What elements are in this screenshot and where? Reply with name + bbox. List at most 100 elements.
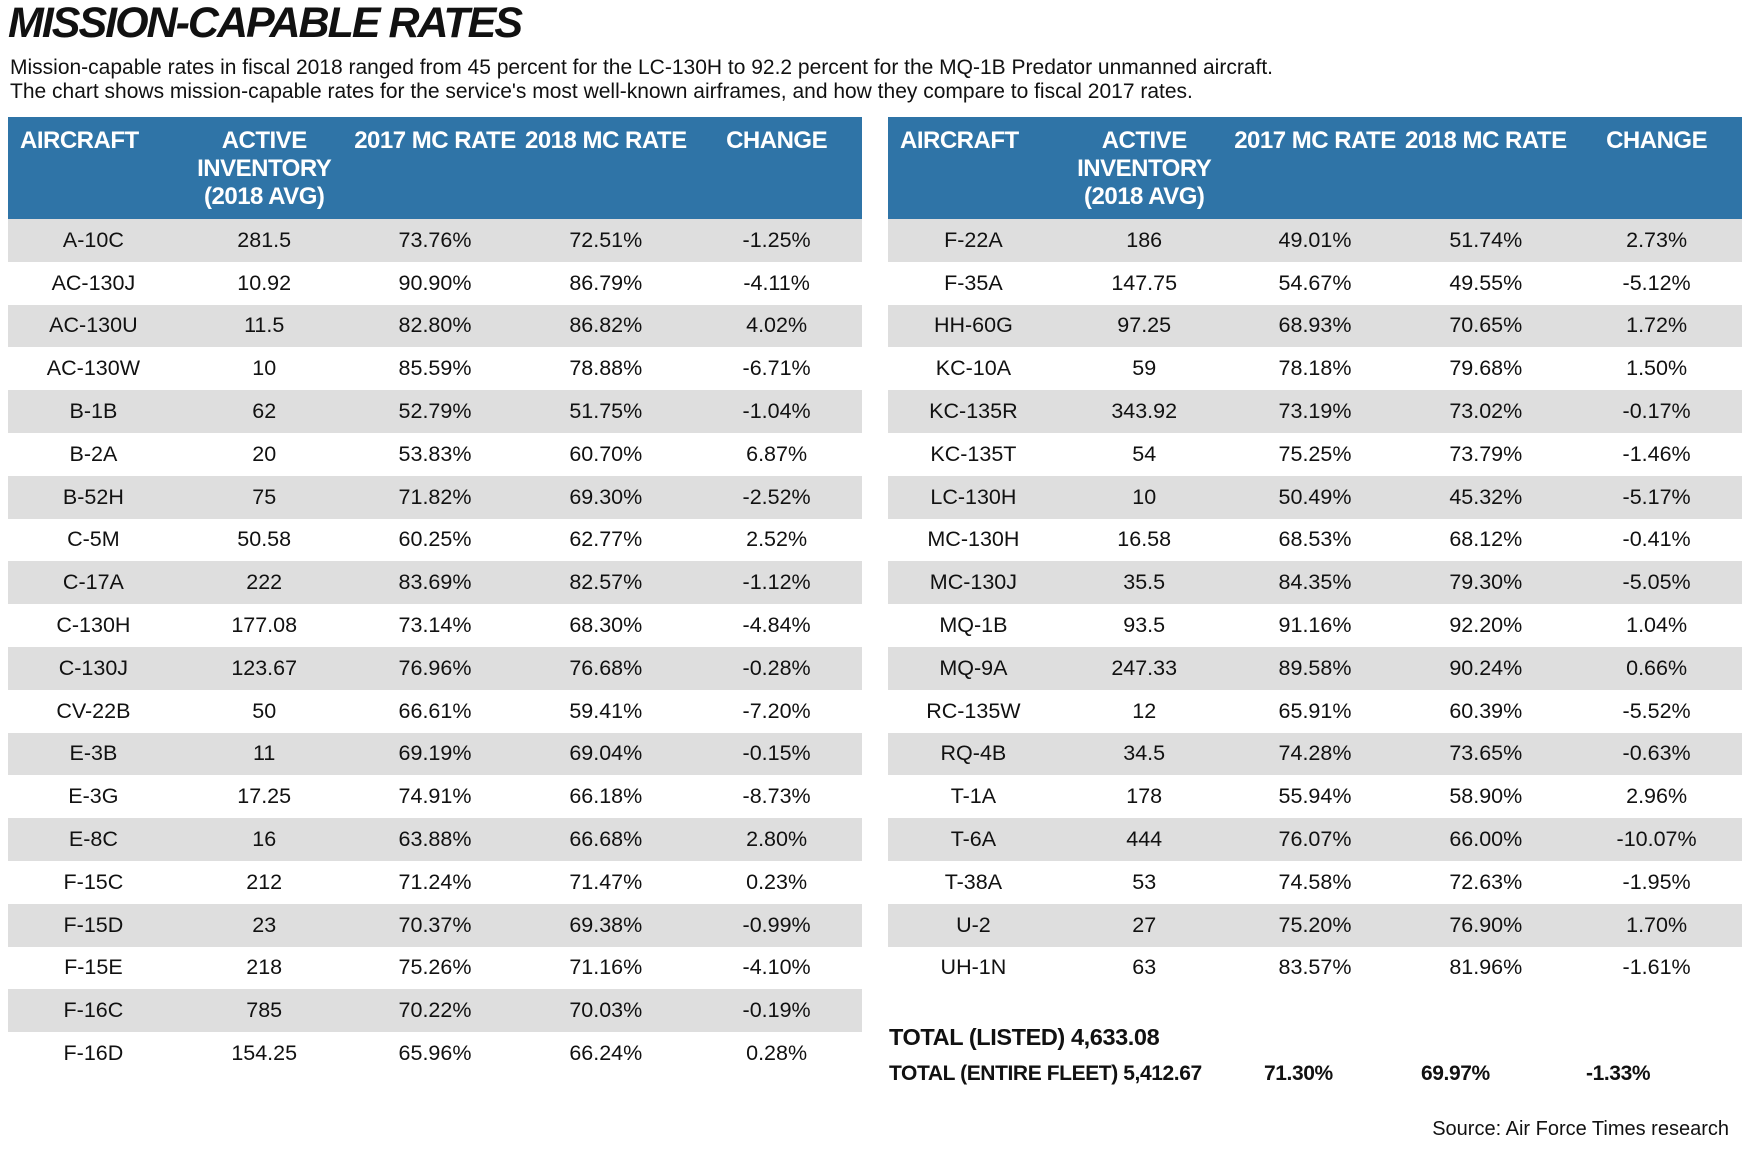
cell-inventory: 212 [246,869,283,894]
cell-rate-2018: 59.41% [569,698,643,723]
cell-aircraft: RC-135W [926,698,1021,723]
cell-aircraft: F-15C [63,869,124,894]
cell-rate-2018: 71.16% [569,955,643,980]
table-row: F-15D 23 70.37% 69.38% -0.99% [8,903,862,947]
subtitle: Mission-capable rates in fiscal 2018 ran… [10,56,1730,104]
cell-inventory: 75 [252,484,277,509]
cell-rate-2017: 74.28% [1278,741,1352,766]
cell-aircraft: MQ-9A [939,655,1008,680]
cell-rate-2018: 70.65% [1449,313,1523,338]
cell-inventory: 50 [252,698,277,723]
cell-rate-2017: 83.57% [1278,955,1352,980]
table-row: MC-130H 16.58 68.53% 68.12% -0.41% [888,519,1742,562]
total-listed: TOTAL (LISTED) 4,633.08 [889,1024,1160,1050]
cell-change: 1.70% [1626,912,1688,937]
cell-aircraft: T-6A [950,827,997,852]
cell-rate-2018: 51.74% [1449,227,1523,252]
cell-aircraft: F-16D [63,1041,124,1066]
cell-rate-2017: 89.58% [1278,655,1352,680]
column-header: ACTIVE INVENTORY (2018 AVG) [197,127,332,210]
cell-rate-2018: 62.77% [569,527,643,552]
cell-change: -8.73% [742,784,811,809]
cell-inventory: 35.5 [1123,570,1166,595]
cell-aircraft: KC-135T [930,441,1017,466]
right-table: AIRCRAFT ACTIVE INVENTORY (2018 AVG) 201… [888,117,1742,989]
cell-aircraft: AC-130U [49,313,138,338]
cell-rate-2017: 53.83% [398,441,472,466]
cell-change: -6.71% [742,356,811,381]
cell-inventory: 10 [1132,484,1157,509]
cell-change: 0.23% [746,869,808,894]
cell-change: 6.87% [746,441,808,466]
table-row: KC-135R 343.92 73.19% 73.02% -0.17% [888,390,1742,433]
cell-rate-2018: 72.63% [1449,869,1523,894]
cell-change: -1.46% [1622,441,1691,466]
cell-rate-2018: 70.03% [569,998,643,1023]
cell-aircraft: MC-130H [927,527,1020,552]
cell-inventory: 343.92 [1111,399,1178,424]
cell-change: -0.15% [742,741,811,766]
cell-rate-2018: 73.02% [1449,399,1523,424]
cell-rate-2017: 68.93% [1278,313,1352,338]
cell-rate-2018: 60.39% [1449,698,1523,723]
cell-inventory: 59 [1132,356,1157,381]
cell-change: -5.17% [1622,484,1691,509]
cell-aircraft: B-52H [62,484,124,509]
cell-rate-2018: 66.24% [569,1041,643,1066]
table-row: B-52H 75 71.82% 69.30% -2.52% [8,475,862,519]
table-row: B-1B 62 52.79% 51.75% -1.04% [8,390,862,433]
cell-rate-2018: 51.75% [569,399,643,424]
cell-inventory: 147.75 [1111,270,1178,295]
cell-rate-2017: 75.20% [1278,912,1352,937]
cell-rate-2018: 69.04% [569,741,643,766]
cell-inventory: 97.25 [1117,313,1172,338]
table-row: HH-60G 97.25 68.93% 70.65% 1.72% [888,304,1742,348]
cell-change: -4.84% [742,613,811,638]
cell-aircraft: F-35A [944,270,1003,295]
cell-aircraft: F-16C [63,998,124,1023]
cell-aircraft: B-2A [69,441,118,466]
cell-rate-2018: 76.90% [1449,912,1523,937]
cell-change: -1.04% [742,399,811,424]
cell-rate-2017: 66.61% [398,698,472,723]
cell-rate-2017: 76.96% [398,655,472,680]
table-row: RC-135W 12 65.91% 60.39% -5.52% [888,690,1742,733]
total-fleet-2017: 71.30% [1264,1062,1333,1085]
cell-rate-2017: 83.69% [398,570,472,595]
cell-rate-2017: 91.16% [1278,613,1352,638]
cell-rate-2018: 78.88% [569,356,643,381]
cell-rate-2017: 70.22% [398,998,472,1023]
cell-aircraft: T-38A [944,869,1003,894]
cell-rate-2017: 71.82% [398,484,472,509]
cell-inventory: 10.92 [237,270,292,295]
table-row: RQ-4B 34.5 74.28% 73.65% -0.63% [888,732,1742,776]
cell-inventory: 11 [253,741,276,766]
cell-change: -0.99% [742,912,811,937]
cell-rate-2017: 73.14% [398,613,472,638]
cell-inventory: 34.5 [1123,741,1166,766]
cell-inventory: 123.67 [231,655,298,680]
cell-rate-2018: 66.18% [569,784,643,809]
cell-inventory: 53 [1132,869,1157,894]
cell-aircraft: C-130J [58,655,129,680]
cell-inventory: 11.5 [244,313,285,338]
cell-inventory: 178 [1126,784,1163,809]
cell-rate-2017: 84.35% [1278,570,1352,595]
source-note: Source: Air Force Times research [1432,1118,1729,1140]
cell-aircraft: MC-130J [929,570,1017,595]
cell-aircraft: LC-130H [930,484,1017,509]
cell-rate-2017: 54.67% [1278,270,1352,295]
cell-inventory: 27 [1132,912,1157,937]
table-row: F-16C 785 70.22% 70.03% -0.19% [8,989,862,1033]
table-row: MC-130J 35.5 84.35% 79.30% -5.05% [888,561,1742,605]
cell-rate-2017: 68.53% [1278,527,1352,552]
cell-inventory: 63 [1132,955,1157,980]
table-row: T-38A 53 74.58% 72.63% -1.95% [888,861,1742,904]
cell-change: 1.50% [1626,356,1688,381]
cell-rate-2018: 79.30% [1449,570,1523,595]
cell-rate-2017: 70.37% [398,912,472,937]
cell-rate-2017: 65.91% [1278,698,1352,723]
table-row: E-3G 17.25 74.91% 66.18% -8.73% [8,775,862,818]
table-header: AIRCRAFT ACTIVE INVENTORY (2018 AVG) 201… [888,117,1742,219]
cell-change: -1.25% [742,227,811,252]
